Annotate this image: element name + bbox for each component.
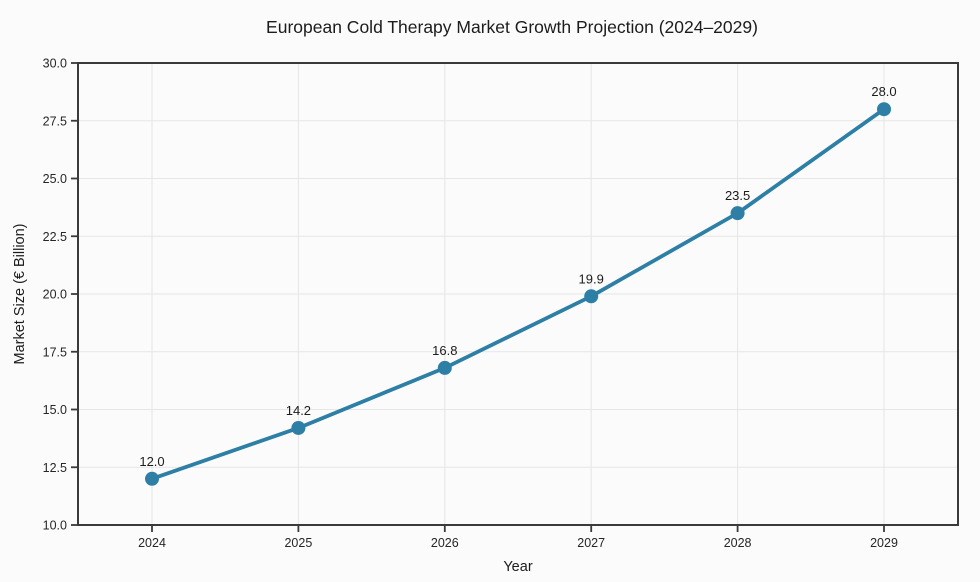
data-point-label: 19.9 xyxy=(579,271,604,286)
data-point-label: 16.8 xyxy=(432,343,457,358)
y-tick-label: 30.0 xyxy=(43,57,67,71)
y-tick-label: 20.0 xyxy=(43,288,67,302)
y-tick-label: 10.0 xyxy=(43,519,67,533)
axes-frame xyxy=(77,62,959,526)
data-point-label: 23.5 xyxy=(725,188,750,203)
grid-lines xyxy=(78,62,958,526)
data-point-label: 14.2 xyxy=(286,403,311,418)
data-series: 12.0 14.2 16.8 19.9 23.5 28.0 xyxy=(139,84,897,486)
data-point-marker xyxy=(291,420,306,435)
data-point-marker xyxy=(877,102,891,117)
chart-title: European Cold Therapy Market Growth Proj… xyxy=(266,17,758,37)
data-point-label: 28.0 xyxy=(871,84,896,99)
y-tick-label: 15.0 xyxy=(43,403,67,417)
series-line xyxy=(150,107,886,481)
data-point-marker xyxy=(437,360,452,375)
x-tick-label: 2027 xyxy=(577,536,605,550)
data-point-marker xyxy=(584,289,599,304)
x-tick-label: 2024 xyxy=(138,536,166,550)
y-tick-label: 25.0 xyxy=(43,172,67,186)
data-point-label: 12.0 xyxy=(139,454,164,469)
y-tick-label: 12.5 xyxy=(43,461,67,475)
data-point-marker xyxy=(730,206,745,221)
y-tick-label: 27.5 xyxy=(43,114,67,128)
y-tick-label: 17.5 xyxy=(43,345,67,359)
axis-ticks: 2024 2025 2026 2027 2028 2029 10.0 12.5 15.0 17.5… xyxy=(43,57,898,551)
y-axis-label: Market Size (€ Billion) xyxy=(12,223,28,364)
x-tick-label: 2029 xyxy=(870,536,898,550)
x-tick-label: 2026 xyxy=(431,536,459,550)
y-tick-label: 22.5 xyxy=(43,230,67,244)
x-axis-label: Year xyxy=(503,559,532,575)
data-point-marker xyxy=(145,471,159,486)
x-tick-label: 2028 xyxy=(724,536,752,550)
x-tick-label: 2025 xyxy=(284,536,312,550)
plot-border xyxy=(77,62,959,526)
